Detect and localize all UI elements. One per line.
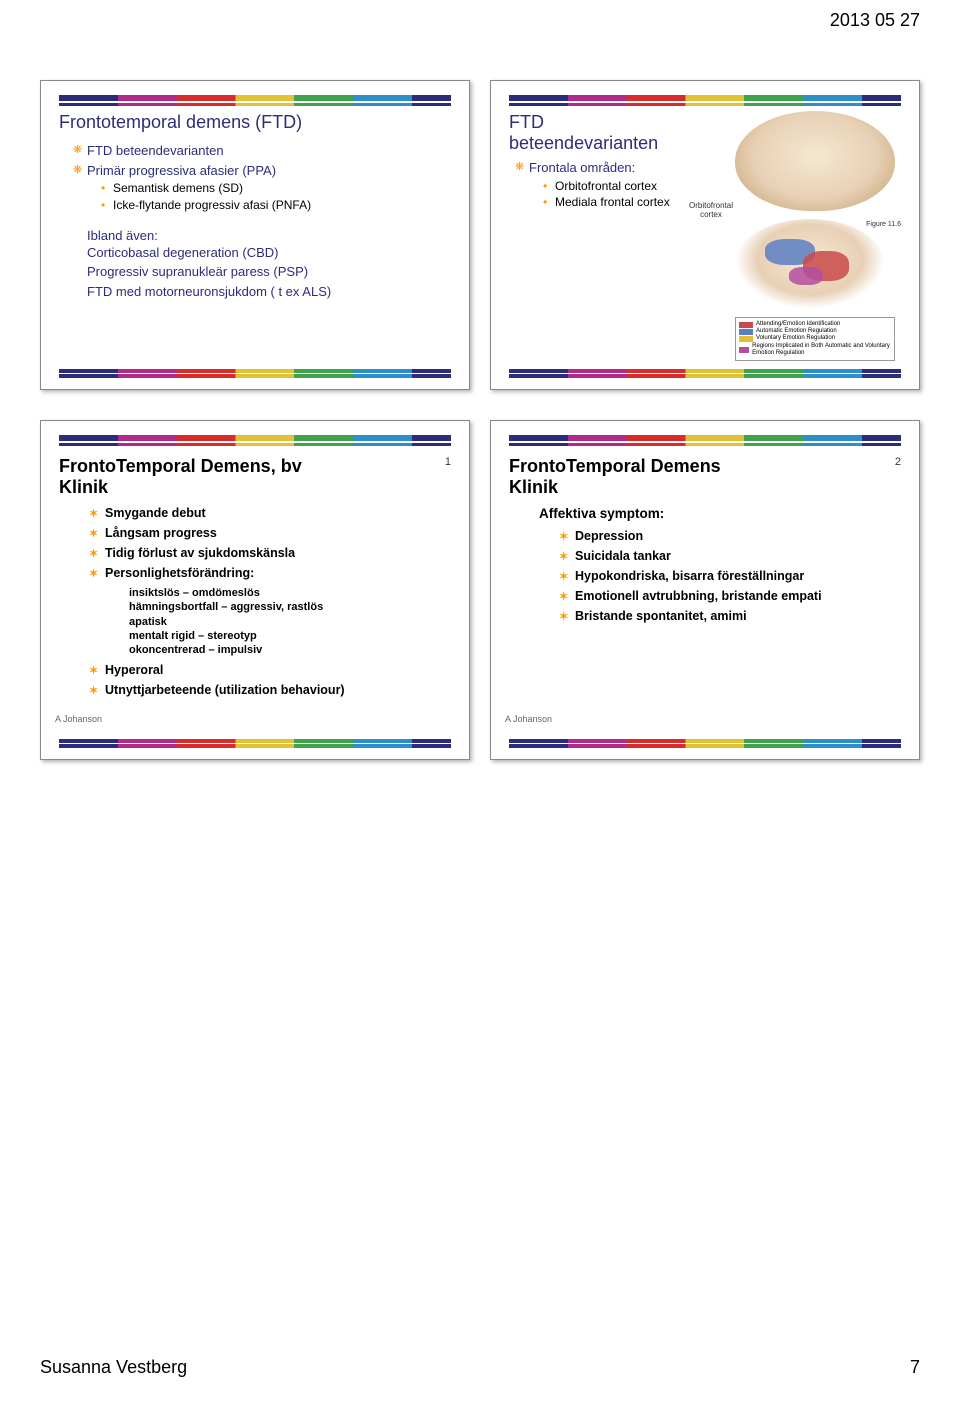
sub-item: insiktslös – omdömeslös <box>129 586 451 600</box>
slide-grid: Frontotemporal demens (FTD) FTD beteende… <box>40 80 920 760</box>
list-item: Suicidala tankar <box>559 549 901 563</box>
brain-medial-icon <box>735 219 885 309</box>
brain-illustration: Orbitofrontal cortex Figure 11.6 Attendi… <box>735 111 905 361</box>
list-item: Bristande spontanitet, amimi <box>559 609 901 623</box>
header-bar <box>59 435 451 441</box>
list-item: Tidig förlust av sjukdomskänsla <box>89 546 451 560</box>
slide4-number: 2 <box>895 456 901 468</box>
list-item: Smygande debut <box>89 506 451 520</box>
also-item: FTD med motorneuronsjukdom ( t ex ALS) <box>87 282 451 302</box>
slide4-subtitle: Affektiva symptom: <box>509 506 901 521</box>
sub-item: apatisk <box>129 615 451 629</box>
list-item: Långsam progress <box>89 526 451 540</box>
header-bar-thin <box>509 103 901 106</box>
slide4-author: A Johanson <box>505 714 552 724</box>
sub-item: hämningsbortfall – aggressiv, rastlös <box>129 600 451 614</box>
header-bar-thin <box>59 103 451 106</box>
list-item: Personlighetsförändring: <box>89 566 451 580</box>
footer-bars <box>59 369 451 379</box>
also-item: Progressiv supranukleär paress (PSP) <box>87 262 451 282</box>
slide3-tail-list: Hyperoral Utnyttjarbeteende (utilization… <box>59 663 451 697</box>
list-item: Semantisk demens (SD) <box>101 180 451 197</box>
slide3-title: FrontoTemporal Demens, bv Klinik <box>59 456 302 498</box>
list-item: Primär progressiva afasier (PPA) <box>73 161 451 181</box>
legend-swatch <box>739 347 749 353</box>
page-date: 2013 05 27 <box>830 10 920 31</box>
sub-item: okoncentrerad – impulsiv <box>129 643 451 657</box>
list-item: Icke-flytande progressiv afasi (PNFA) <box>101 197 451 214</box>
slide-2: FTD beteendevarianten Frontala områden: … <box>490 80 920 390</box>
list-item: Hyperoral <box>89 663 451 677</box>
header-bar-thin <box>509 443 901 446</box>
slide2-list: Frontala områden: <box>509 158 709 178</box>
header-bar <box>59 95 451 101</box>
sub-item: mentalt rigid – stereotyp <box>129 629 451 643</box>
slide4-list: Depression Suicidala tankar Hypokondrisk… <box>509 529 901 623</box>
slide-4: FrontoTemporal Demens Klinik 2 Affektiva… <box>490 420 920 760</box>
slide3-number: 1 <box>445 456 451 468</box>
legend-text: Voluntary Emotion Regulation <box>756 335 835 342</box>
slide1-main-list: FTD beteendevarianten Primär progressiva… <box>59 141 451 180</box>
header-bar <box>509 435 901 441</box>
brain-legend: Attending/Emotion Identification Automat… <box>735 317 895 361</box>
list-item: FTD beteendevarianten <box>73 141 451 161</box>
list-item: Utnyttjarbeteende (utilization behaviour… <box>89 683 451 697</box>
slide4-title: FrontoTemporal Demens Klinik <box>509 456 721 498</box>
slide3-author: A Johanson <box>55 714 102 724</box>
legend-text: Attending/Emotion Identification <box>756 321 840 328</box>
slide-3: FrontoTemporal Demens, bv Klinik 1 Smyga… <box>40 420 470 760</box>
also-item: Corticobasal degeneration (CBD) <box>87 243 451 263</box>
orbito-label: Orbitofrontal cortex <box>689 201 733 219</box>
list-item: Emotionell avtrubbning, bristande empati <box>559 589 901 603</box>
footer-bars <box>509 369 901 379</box>
header-bar-thin <box>59 443 451 446</box>
slide1-sub-list: Semantisk demens (SD) Icke-flytande prog… <box>59 180 451 214</box>
header-bar <box>509 95 901 101</box>
slide3-list: Smygande debut Långsam progress Tidig fö… <box>59 506 451 580</box>
legend-swatch <box>739 336 753 342</box>
list-item: Hypokondriska, bisarra föreställningar <box>559 569 901 583</box>
legend-swatch <box>739 322 753 328</box>
legend-text: Automatic Emotion Regulation <box>756 328 837 335</box>
footer-page-number: 7 <box>910 1357 920 1378</box>
footer-bars <box>59 739 451 749</box>
figure-label: Figure 11.6 <box>866 221 901 228</box>
legend-swatch <box>739 329 753 335</box>
footer-bars <box>509 739 901 749</box>
list-item: Frontala områden: <box>515 158 709 178</box>
list-item: Depression <box>559 529 901 543</box>
legend-text: Regions Implicated in Both Automatic and… <box>752 343 891 357</box>
also-label: Ibland även: <box>59 228 451 243</box>
brain-lateral-icon <box>735 111 895 211</box>
slide1-title: Frontotemporal demens (FTD) <box>59 112 451 133</box>
page-footer: Susanna Vestberg 7 <box>40 1357 920 1378</box>
footer-author: Susanna Vestberg <box>40 1357 187 1378</box>
slide-1: Frontotemporal demens (FTD) FTD beteende… <box>40 80 470 390</box>
